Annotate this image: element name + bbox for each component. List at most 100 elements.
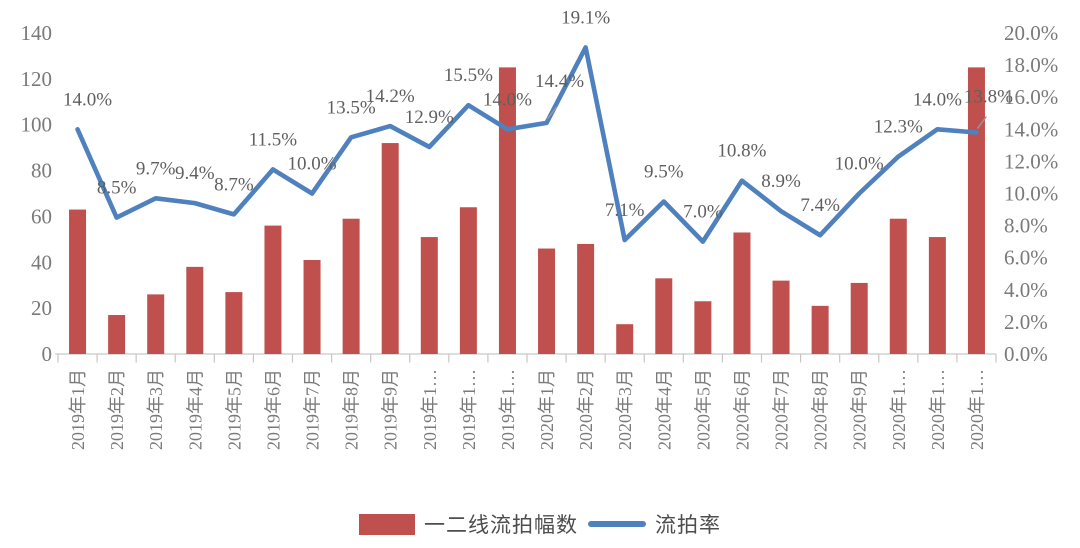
line-data-label: 12.3%: [874, 117, 923, 138]
x-axis-category-label: 2019年7月: [303, 369, 323, 450]
bar: [69, 209, 87, 354]
right-axis-tick-label: 10.0%: [1004, 182, 1058, 206]
chart-svg: 14.0% 8.5%9.7% 9.4%8.7% 11.5% 10.0% 13.5%14.2…: [21, 7, 1059, 450]
x-axis-category-label: 2020年1月: [537, 369, 557, 450]
x-axis-category-label: 2019年8月: [342, 369, 362, 450]
x-axis-category-label: 2019年2月: [107, 369, 127, 450]
bar: [108, 315, 126, 354]
chart-legend: 一二线流拍幅数 流拍率: [0, 503, 1080, 545]
bar-series-label: 一二线流拍幅数: [424, 513, 578, 537]
x-axis-category-label: 2020年1…: [967, 369, 987, 450]
bar: [655, 278, 673, 354]
line-data-label: 7.0%: [683, 202, 723, 223]
x-axis-category-label: 2019年6月: [263, 369, 283, 450]
right-axis-tick-label: 16.0%: [1004, 85, 1058, 109]
x-axis-category-label: 2020年4月: [654, 369, 674, 450]
bar: [459, 207, 477, 354]
x-axis-category-label: 2020年1…: [928, 369, 948, 450]
x-axis-category-label: 2020年7月: [772, 369, 792, 450]
rate-line: [75, 45, 979, 244]
x-axis-category-label: 2020年6月: [732, 369, 752, 450]
bar: [303, 259, 321, 354]
bar: [147, 294, 165, 354]
bar: [772, 280, 790, 354]
line-data-label: 14.0%: [483, 89, 532, 110]
line-data-label: 9.7%: [136, 158, 176, 179]
bar: [420, 237, 438, 354]
line-data-label: 7.4%: [800, 195, 840, 216]
line-series-label: 流拍率: [655, 513, 721, 537]
left-axis-tick-label: 60: [31, 204, 52, 228]
x-axis-category-label: 2019年9月: [381, 369, 401, 450]
x-axis-category-label: 2020年2月: [576, 369, 596, 450]
bar: [850, 282, 868, 354]
line-data-label: 14.2%: [366, 86, 415, 107]
left-axis-tick-label: 80: [31, 159, 52, 183]
bar: [498, 67, 516, 355]
line-data-label: 8.7%: [214, 174, 254, 195]
left-axis-tick-label: 120: [21, 67, 53, 91]
x-axis-category-label: 2020年9月: [850, 369, 870, 450]
bar: [967, 67, 985, 355]
bar: [342, 218, 360, 354]
line-data-label: 10.0%: [288, 154, 337, 175]
line-data-label: 9.5%: [644, 162, 684, 183]
line-data-label: 13.8%: [964, 87, 1013, 108]
bar: [811, 305, 829, 354]
bar: [694, 301, 712, 354]
line-data-label: 8.5%: [97, 178, 137, 199]
right-axis-tick-label: 6.0%: [1004, 246, 1048, 270]
right-axis-tick-label: 14.0%: [1004, 117, 1058, 141]
bar: [538, 248, 556, 354]
label-leader-line: [546, 106, 558, 120]
legend-item-line-series: 流拍率: [588, 509, 721, 539]
x-axis-category-label: 2020年1…: [889, 369, 909, 450]
line-data-label: 14.0%: [913, 89, 962, 110]
bar: [733, 232, 751, 354]
x-axis-category-label: 2019年1…: [420, 369, 440, 450]
right-axis-tick-label: 2.0%: [1004, 310, 1048, 334]
bar: [264, 225, 282, 354]
bar: [577, 243, 595, 354]
x-axis-category-label: 2019年1…: [459, 369, 479, 450]
right-axis-tick-label: 18.0%: [1004, 53, 1058, 77]
x-axis-category-label: 2019年3月: [146, 369, 166, 450]
combo-chart: 14.0% 8.5% 9.7% 9.4% 8.7% 11.5% 10.0% 13.5% 14.2…: [21, 7, 1059, 450]
left-axis-tick-label: 100: [21, 113, 53, 137]
right-axis-tick-label: 8.0%: [1004, 214, 1048, 238]
line-data-label: 7.1%: [605, 200, 645, 221]
line-data-label: 15.5%: [444, 65, 493, 86]
x-axis-category-label: 2020年3月: [615, 369, 635, 450]
bar: [889, 218, 907, 354]
x-axis-category-label: 2020年8月: [811, 369, 831, 450]
right-axis-tick-label: 4.0%: [1004, 278, 1048, 302]
line-data-label: 10.0%: [835, 154, 884, 175]
x-axis-category-label: 2019年4月: [185, 369, 205, 450]
legend-item-bar-series: 一二线流拍幅数: [359, 509, 578, 539]
bar: [225, 292, 243, 354]
x-axis-category-label: 2019年1…: [498, 369, 518, 450]
line-data-label: 10.8%: [717, 141, 766, 162]
left-axis-tick-label: 40: [31, 250, 52, 274]
line-data-label: 12.9%: [405, 107, 454, 128]
left-axis-tick-label: 140: [21, 21, 53, 45]
line-data-label: 14.0%: [63, 89, 112, 110]
line-data-label: 19.1%: [561, 7, 610, 28]
line-data-label: 13.5%: [327, 97, 376, 118]
line-data-label: 11.5%: [249, 129, 298, 150]
left-axis-tick-label: 20: [31, 296, 52, 320]
bar-series-swatch: [359, 513, 415, 535]
line-data-label: 9.4%: [175, 163, 215, 184]
line-data-label: 14.4%: [535, 71, 584, 92]
left-axis-tick-label: 0: [42, 342, 53, 366]
line-data-label: 8.9%: [761, 171, 801, 192]
bar: [928, 237, 946, 354]
bar: [186, 266, 204, 354]
x-axis-category-label: 2020年5月: [693, 369, 713, 450]
x-axis-category-label: 2019年5月: [224, 369, 244, 450]
right-axis-tick-label: 20.0%: [1004, 21, 1058, 45]
bar: [381, 143, 399, 354]
line-series-swatch: [588, 521, 646, 527]
right-axis-tick-label: 12.0%: [1004, 149, 1058, 173]
x-axis-category-label: 2019年1月: [68, 369, 88, 450]
